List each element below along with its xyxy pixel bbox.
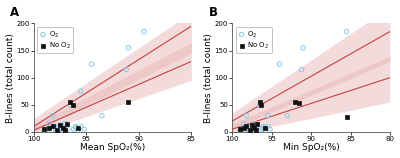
- O$_2$: [54, 130, 60, 132]
- No O$_2$: [258, 103, 264, 106]
- O$_2$: [284, 114, 291, 117]
- No O$_2$: [62, 129, 68, 131]
- No O$_2$: [296, 102, 302, 104]
- No O$_2$: [253, 129, 259, 131]
- No O$_2$: [49, 125, 56, 128]
- O$_2$: [125, 47, 132, 49]
- O$_2$: [249, 124, 255, 127]
- No O$_2$: [237, 128, 243, 131]
- O$_2$: [62, 126, 68, 129]
- O$_2$: [260, 126, 267, 129]
- O$_2$: [241, 122, 247, 125]
- O$_2$: [67, 131, 74, 133]
- O$_2$: [52, 125, 58, 128]
- O$_2$: [48, 129, 55, 131]
- O$_2$: [262, 129, 268, 131]
- O$_2$: [245, 125, 251, 128]
- O$_2$: [70, 128, 77, 131]
- No O$_2$: [64, 122, 70, 125]
- No O$_2$: [251, 126, 258, 129]
- O$_2$: [242, 129, 249, 131]
- O$_2$: [81, 128, 87, 131]
- O$_2$: [72, 126, 79, 129]
- O$_2$: [276, 63, 283, 65]
- O$_2$: [253, 122, 259, 125]
- O$_2$: [88, 63, 95, 65]
- No O$_2$: [256, 101, 263, 103]
- No O$_2$: [243, 125, 250, 128]
- X-axis label: Mean SpO₂(%): Mean SpO₂(%): [80, 143, 145, 152]
- O$_2$: [41, 130, 47, 132]
- O$_2$: [254, 124, 261, 127]
- O$_2$: [59, 129, 65, 131]
- O$_2$: [241, 126, 247, 129]
- No O$_2$: [254, 122, 261, 125]
- O$_2$: [57, 128, 63, 131]
- Legend: O$_2$, No O$_2$: O$_2$, No O$_2$: [236, 27, 272, 53]
- O$_2$: [43, 128, 50, 131]
- O$_2$: [67, 103, 74, 106]
- O$_2$: [300, 47, 306, 49]
- Text: A: A: [10, 6, 19, 19]
- O$_2$: [141, 30, 147, 33]
- No O$_2$: [241, 126, 247, 129]
- O$_2$: [74, 129, 81, 131]
- O$_2$: [237, 130, 243, 132]
- O$_2$: [46, 126, 52, 129]
- Y-axis label: B-lines (total count): B-lines (total count): [204, 33, 213, 123]
- O$_2$: [49, 114, 56, 117]
- No O$_2$: [60, 126, 66, 129]
- O$_2$: [243, 114, 250, 117]
- No O$_2$: [74, 126, 81, 129]
- O$_2$: [62, 122, 68, 125]
- Text: B: B: [208, 6, 218, 19]
- O$_2$: [57, 124, 63, 127]
- O$_2$: [238, 128, 245, 131]
- No O$_2$: [41, 128, 47, 131]
- O$_2$: [267, 128, 273, 131]
- O$_2$: [46, 122, 52, 125]
- O$_2$: [123, 68, 129, 71]
- No O$_2$: [69, 103, 76, 106]
- O$_2$: [60, 131, 66, 133]
- No O$_2$: [262, 126, 268, 129]
- O$_2$: [264, 114, 271, 117]
- No O$_2$: [343, 115, 350, 118]
- O$_2$: [251, 131, 258, 133]
- O$_2$: [99, 114, 105, 117]
- No O$_2$: [292, 101, 298, 103]
- O$_2$: [259, 128, 265, 131]
- No O$_2$: [246, 129, 253, 131]
- O$_2$: [253, 126, 259, 129]
- O$_2$: [256, 103, 263, 106]
- O$_2$: [250, 129, 257, 131]
- No O$_2$: [57, 124, 63, 127]
- Legend: O$_2$, No O$_2$: O$_2$, No O$_2$: [37, 27, 73, 53]
- No O$_2$: [67, 101, 74, 103]
- Y-axis label: B-lines (total count): B-lines (total count): [6, 33, 14, 123]
- O$_2$: [260, 125, 267, 128]
- O$_2$: [246, 130, 253, 132]
- O$_2$: [256, 131, 263, 133]
- O$_2$: [64, 124, 70, 127]
- No O$_2$: [125, 101, 132, 103]
- O$_2$: [264, 125, 271, 128]
- O$_2$: [78, 90, 84, 92]
- No O$_2$: [46, 126, 52, 129]
- O$_2$: [72, 125, 79, 128]
- O$_2$: [249, 128, 255, 131]
- No O$_2$: [54, 129, 60, 131]
- O$_2$: [78, 125, 84, 128]
- X-axis label: Min SpO₂(%): Min SpO₂(%): [283, 143, 340, 152]
- No O$_2$: [249, 124, 255, 127]
- O$_2$: [298, 68, 305, 71]
- O$_2$: [343, 30, 350, 33]
